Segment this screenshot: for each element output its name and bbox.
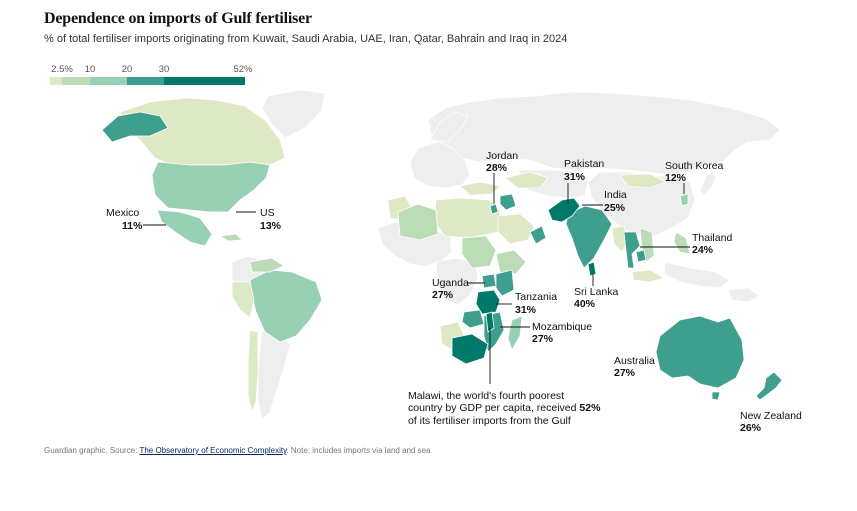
label-sri-lanka-name: Sri Lanka [574, 286, 619, 298]
chart-subtitle: % of total fertiliser imports originatin… [44, 33, 568, 45]
label-mexico-value: 11% [122, 220, 143, 232]
label-pakistan-name: Pakistan [564, 158, 604, 170]
oman-shape [529, 225, 547, 245]
label-pakistan-value: 31% [564, 171, 586, 183]
turkey-shape [459, 181, 501, 196]
legend-tick-2-5: 2.5% [51, 64, 73, 75]
europe-shape [409, 141, 471, 189]
sri-lanka-shape [587, 261, 597, 277]
india-shape [565, 205, 613, 269]
footer-prefix: Guardian graphic. Source: [44, 446, 140, 455]
label-jordan-name: Jordan [486, 150, 518, 162]
algeria-shape [397, 203, 439, 241]
legend-bin-3 [90, 77, 127, 85]
libya-egypt-shape [433, 197, 501, 239]
australia-shape [655, 315, 745, 389]
label-new-zealand-name: New Zealand [740, 410, 802, 422]
label-india-name: India [604, 189, 627, 201]
label-us-name: US [260, 207, 275, 219]
label-jordan-value: 28% [486, 162, 508, 174]
malawi-note-value: 52% [579, 402, 601, 414]
venezuela-shape [249, 257, 285, 273]
label-australia-name: Australia [614, 355, 655, 367]
label-mexico-name: Mexico [106, 207, 139, 219]
label-uganda-value: 27% [432, 289, 454, 301]
mexico-shape [156, 209, 213, 247]
malawi-note-line2: country by GDP per capita, received 52% [408, 402, 601, 414]
thailand-shape [623, 231, 641, 269]
label-thailand-value: 24% [692, 244, 714, 256]
brazil-shape [249, 269, 323, 343]
label-new-zealand-value: 26% [740, 422, 762, 434]
greenland-shape [261, 89, 326, 139]
source-link[interactable]: The Observatory of Economic Complexity [139, 446, 287, 455]
footer: Guardian graphic. Source: The Observator… [44, 446, 431, 455]
tasmania-shape [711, 391, 721, 401]
chart-title: Dependence on imports of Gulf fertiliser [44, 10, 312, 27]
pakistan-shape [547, 197, 581, 223]
malawi-note-line3: of its fertiliser imports from the Gulf [408, 415, 571, 427]
label-india-value: 25% [604, 202, 626, 214]
legend-bin-2 [62, 77, 90, 85]
label-mozambique-name: Mozambique [532, 321, 592, 333]
legend-tick-30: 30 [158, 64, 170, 75]
label-australia-value: 27% [614, 367, 636, 379]
legend-bin-1 [50, 77, 62, 85]
label-tanzania-name: Tanzania [515, 291, 557, 303]
jordan-shape [489, 203, 499, 215]
chile-shape [247, 329, 259, 413]
madagascar-shape [507, 315, 523, 351]
peru-shape [231, 281, 255, 319]
iraq-shape [499, 193, 517, 211]
legend-tick-10: 10 [84, 64, 96, 75]
south-korea-shape [679, 193, 689, 207]
us-shape [151, 161, 271, 213]
cambodia-shape [635, 249, 647, 263]
uganda-shape [481, 273, 497, 289]
legend-tick-52: 52% [233, 64, 253, 75]
mongolia-shape [619, 173, 667, 189]
legend-bin-5 [164, 77, 245, 85]
kenya-shape [495, 269, 515, 297]
footer-note: . Note: includes imports via land and se… [286, 446, 431, 455]
sudan-shape [461, 235, 497, 269]
scandinavia-shape [429, 111, 469, 143]
cuba-shape [219, 233, 243, 242]
china-shape [587, 171, 696, 237]
label-thailand-name: Thailand [692, 232, 732, 244]
russia-shape [427, 91, 781, 176]
saudi-shape [497, 213, 535, 245]
philippines-shape [673, 231, 691, 255]
legend-bin-4 [127, 77, 164, 85]
new-zealand-shape [755, 371, 783, 401]
argentina-shape [257, 329, 291, 421]
malawi-shape [485, 311, 495, 333]
southeast-asia-nodata-shape [663, 261, 731, 289]
tanzania-shape [475, 289, 501, 315]
japan-shape [699, 171, 717, 197]
label-south-korea-name: South Korea [665, 160, 724, 172]
label-sri-lanka-value: 40% [574, 298, 596, 310]
south-africa-shape [451, 333, 489, 365]
label-us-value: 13% [260, 220, 282, 232]
alaska-shape [101, 111, 169, 143]
malawi-note-line2-prefix: country by GDP per capita, received [408, 402, 579, 414]
central-africa-shape [435, 257, 479, 306]
vietnam-shape [639, 227, 655, 263]
legend-tick-20: 20 [121, 64, 133, 75]
label-south-korea-value: 12% [665, 172, 687, 184]
label-uganda-name: Uganda [432, 277, 469, 289]
png-shape [727, 287, 761, 303]
indonesia-shape [631, 269, 665, 283]
ethiopia-shape [495, 249, 527, 275]
malawi-note-line1: Malawi, the world's fourth poorest [408, 390, 564, 402]
label-tanzania-value: 31% [515, 304, 537, 316]
kazakhstan-shape [504, 171, 549, 189]
zambia-shape [461, 309, 485, 329]
label-mozambique-value: 27% [532, 333, 554, 345]
